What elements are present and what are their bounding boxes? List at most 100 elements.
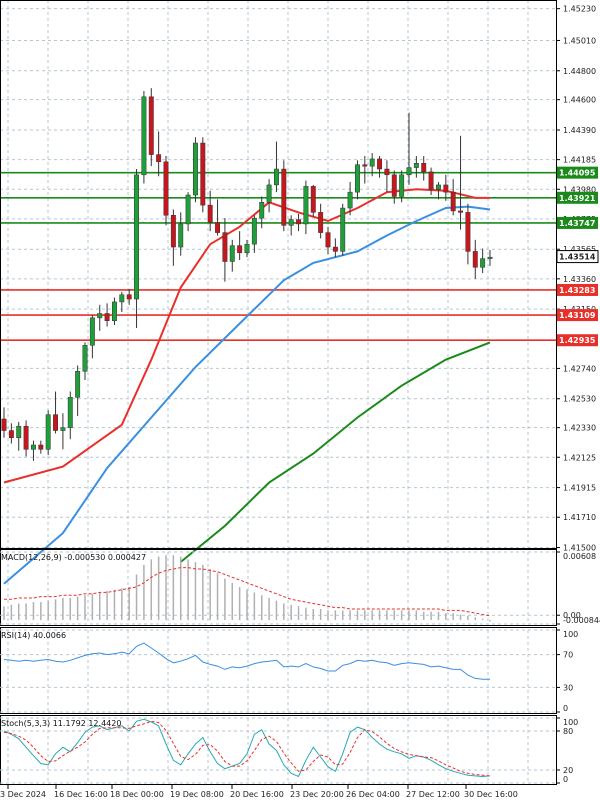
macd-panel-border xyxy=(0,549,557,626)
bullish-candle-body xyxy=(369,158,375,167)
bearish-candle-body xyxy=(318,212,324,233)
bearish-candle-body xyxy=(281,168,287,226)
bullish-candle-body xyxy=(192,142,198,196)
bullish-candle-body xyxy=(288,219,294,226)
price-tick-label: 1.42530 xyxy=(563,395,596,404)
bullish-candle-body xyxy=(67,397,73,428)
indicator-tick-label: 20 xyxy=(563,766,573,775)
bullish-candle-body xyxy=(354,164,360,193)
indicator-tick-label: 0 xyxy=(563,704,568,713)
indicator-tick-label: 70 xyxy=(563,651,573,660)
time-tick-label: 19 Dec 08:00 xyxy=(170,790,224,799)
macd-signal-line xyxy=(4,567,491,617)
current-price-label: 1.43514 xyxy=(559,253,596,262)
price-tick-label: 1.44600 xyxy=(563,96,596,105)
bullish-candle-body xyxy=(45,414,51,450)
rsi-axis: 100 70 30 0 xyxy=(556,629,578,713)
time-tick-label: 30 Dec 16:00 xyxy=(464,790,518,799)
time-tick-label: 26 Dec 04:00 xyxy=(346,790,400,799)
price-tick-label: 1.41500 xyxy=(563,544,596,553)
price-level-tag-label: 1.43921 xyxy=(559,194,596,203)
price-level-tag-label: 1.43109 xyxy=(559,311,596,320)
bearish-candle-body xyxy=(222,232,228,262)
price-level-tag xyxy=(557,191,598,204)
bullish-candle-body xyxy=(60,427,66,431)
bearish-candle-body xyxy=(310,186,316,213)
price-tick-label: 1.42330 xyxy=(563,424,596,433)
bullish-candle-body xyxy=(340,207,346,252)
moving-average-line xyxy=(3,205,491,585)
bearish-candle-body xyxy=(443,184,449,193)
rsi-plot xyxy=(3,642,490,680)
stoch-grid xyxy=(0,717,556,784)
stoch-label: Stoch(5,3,3) 11.1792 12.4420 xyxy=(1,719,121,728)
price-tick-label: 1.42740 xyxy=(563,364,596,373)
bullish-candle-body xyxy=(16,425,22,439)
time-tick-label: 27 Dec 12:00 xyxy=(406,790,460,799)
bearish-candle-body xyxy=(428,171,434,190)
bearish-candle-body xyxy=(170,215,176,248)
bullish-candle-body xyxy=(97,313,103,319)
bullish-candle-body xyxy=(413,163,419,168)
price-axis: 1.45230 1.45010 1.44800 1.44600 1.44390 1.441… xyxy=(556,5,596,553)
macd-grid xyxy=(0,551,556,625)
bearish-candle-body xyxy=(237,245,243,254)
macd-label: MACD(12,26,9) -0.000530 0.000427 xyxy=(1,553,146,562)
bearish-candle-body xyxy=(1,418,7,431)
price-level-tag-label: 1.44095 xyxy=(559,169,596,178)
price-tick-label: 1.44185 xyxy=(563,156,596,165)
bullish-candle-body xyxy=(480,258,486,268)
bearish-candle-body xyxy=(104,313,110,321)
stoch-panel-border xyxy=(0,715,557,785)
bearish-candle-body xyxy=(8,430,14,439)
bearish-candle-body xyxy=(53,414,59,431)
bullish-candle-body xyxy=(347,191,353,209)
price-level-tag xyxy=(557,166,598,179)
price-tick-label: 1.45230 xyxy=(563,5,596,14)
macd-panel: MACD(12,26,9) -0.000530 0.000427 0.00608… xyxy=(0,549,600,626)
indicator-tick-label: 80 xyxy=(563,727,573,736)
price-tick-label: 1.41710 xyxy=(563,513,596,522)
price-level-tag xyxy=(557,216,598,229)
price-tick-label: 1.42125 xyxy=(563,453,596,462)
bullish-candle-body xyxy=(251,217,257,245)
indicator-tick-label: 100 xyxy=(563,630,578,639)
bullish-candle-body xyxy=(134,174,140,300)
indicator-tick-label: 100 xyxy=(563,718,578,727)
bearish-candle-body xyxy=(23,425,29,450)
main-grid xyxy=(0,0,556,549)
stoch-k-line xyxy=(3,718,491,778)
price-level-tag-label: 1.42935 xyxy=(559,336,596,345)
bullish-candle-body xyxy=(487,256,493,259)
bearish-candle-body xyxy=(38,444,44,450)
bearish-candle-body xyxy=(362,164,368,167)
bullish-candle-body xyxy=(229,245,235,262)
macd-plot xyxy=(3,555,491,622)
bullish-candle-body xyxy=(266,184,272,203)
bearish-candle-body xyxy=(200,142,206,206)
time-tick-label: 23 Dec 20:00 xyxy=(290,790,344,799)
bearish-candle-body xyxy=(126,294,132,300)
bearish-candle-body xyxy=(215,222,221,233)
price-tick-label: 1.41915 xyxy=(563,484,596,493)
price-tick-label: 1.43565 xyxy=(563,245,596,254)
price-tick-label: 1.43360 xyxy=(563,275,596,284)
bearish-candle-body xyxy=(391,174,397,197)
stoch-d-line xyxy=(3,720,491,777)
time-tick-label: 3 Dec 2024 xyxy=(0,790,46,799)
bullish-candle-body xyxy=(435,184,441,190)
indicator-tick-label: 0.00 xyxy=(563,611,581,620)
bearish-candle-body xyxy=(296,219,302,225)
price-level-tags: 1.44095 1.43921 1.43747 1.43283 1.43109 1.429… xyxy=(556,166,599,347)
rsi-line xyxy=(3,642,490,680)
moving-average-line xyxy=(180,341,491,563)
rsi-panel-border xyxy=(0,627,557,714)
price-level-tag xyxy=(557,283,598,296)
bearish-candle-body xyxy=(207,204,213,223)
price-tick-label: 1.44390 xyxy=(563,126,596,135)
time-axis: 3 Dec 2024 16 Dec 16:00 18 Dec 00:00 19 Dec… xyxy=(0,785,518,799)
bullish-candle-body xyxy=(399,174,405,197)
price-level-tag-label: 1.43747 xyxy=(559,219,595,228)
